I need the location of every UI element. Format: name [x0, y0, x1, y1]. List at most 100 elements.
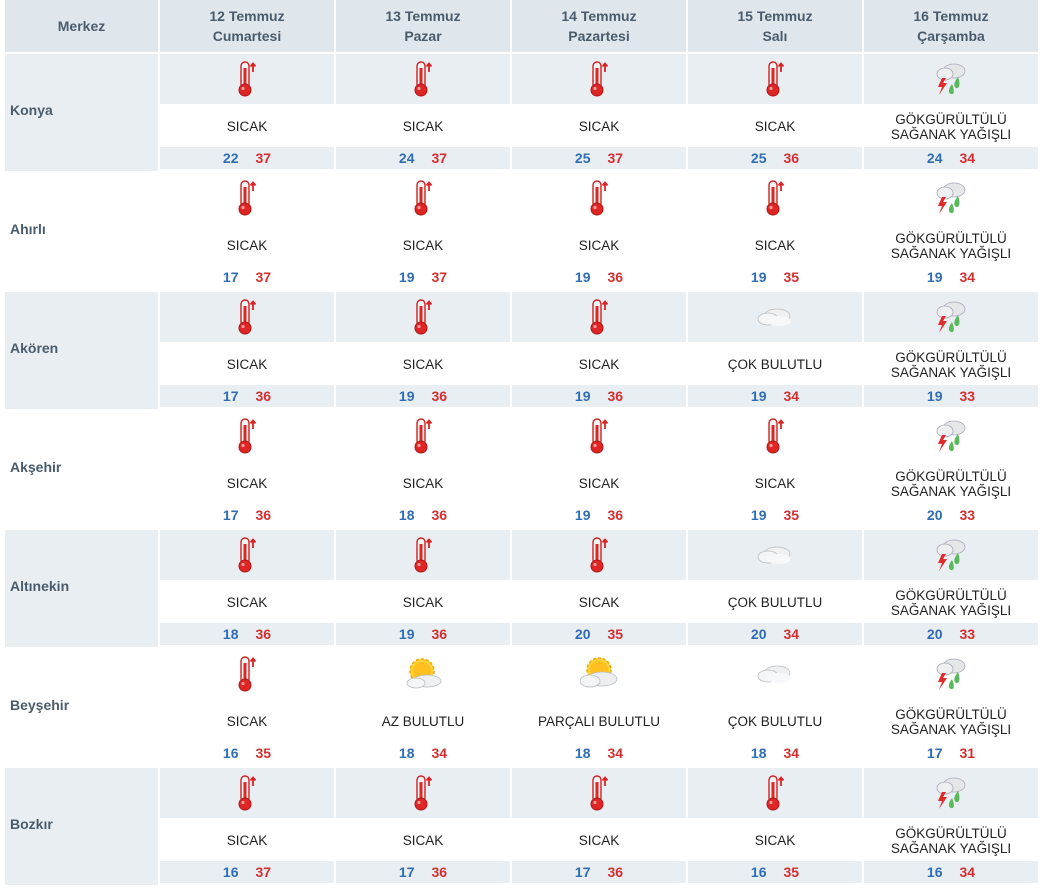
icon-cell: [688, 173, 862, 223]
min-temp: 17: [222, 388, 239, 404]
icon-cell: [160, 292, 334, 342]
min-temp: 19: [398, 269, 415, 285]
max-temp: 34: [959, 150, 976, 166]
max-temp: 36: [431, 507, 448, 523]
temperature-range: 17 36: [336, 861, 510, 883]
center-column-header: Merkez: [5, 0, 158, 52]
condition-text: PARÇALI BULUTLU: [512, 701, 686, 742]
city-row: Bozkır SICAK 16 37 SICAK 17 36 SICAK 17 36 SICAK 16…: [5, 768, 1043, 885]
temperature-range: 19 36: [512, 504, 686, 526]
min-temp: 18: [398, 507, 415, 523]
day-forecast: SICAK 17 36: [160, 411, 334, 528]
day-forecast: GÖKGÜRÜLTÜLÜ SAĞANAK YAĞIŞLI 20 33: [864, 530, 1038, 647]
temperature-range: 18 36: [160, 623, 334, 645]
day-forecast: SICAK 24 37: [336, 54, 510, 171]
max-temp: 35: [783, 269, 800, 285]
forecast-rows: Konya SICAK 22 37 SICAK 24 37 SICAK 25 37 SICAK 25 3…: [5, 54, 1043, 885]
day-forecast: GÖKGÜRÜLTÜLÜ SAĞANAK YAĞIŞLI 19 33: [864, 292, 1038, 409]
thermometer-hot-icon: [410, 298, 436, 336]
condition-text: SICAK: [688, 225, 862, 266]
icon-cell: [688, 411, 862, 461]
temperature-range: 16 35: [160, 742, 334, 764]
thermometer-hot-icon: [234, 179, 260, 217]
day-forecast: ÇOK BULUTLU 20 34: [688, 530, 862, 647]
thermometer-hot-icon: [586, 298, 612, 336]
icon-cell: [512, 530, 686, 580]
min-temp: 19: [574, 269, 591, 285]
icon-cell: [688, 292, 862, 342]
max-temp: 31: [959, 745, 976, 761]
thermometer-hot-icon: [410, 774, 436, 812]
max-temp: 33: [959, 626, 976, 642]
condition-text: GÖKGÜRÜLTÜLÜ SAĞANAK YAĞIŞLI: [864, 582, 1038, 623]
day-forecast: ÇOK BULUTLU 18 34: [688, 649, 862, 766]
thermometer-hot-icon: [410, 60, 436, 98]
cloudy-icon: [755, 304, 795, 330]
thermometer-hot-icon: [234, 60, 260, 98]
day-header: 14 Temmuz Pazartesi: [512, 0, 686, 52]
thunderstorm-rain-icon: [932, 774, 970, 812]
icon-cell: [864, 768, 1038, 818]
icon-cell: [336, 768, 510, 818]
max-temp: 35: [783, 507, 800, 523]
min-temp: 17: [222, 269, 239, 285]
icon-cell: [864, 649, 1038, 699]
temperature-range: 16 35: [688, 861, 862, 883]
day-forecast: SICAK 16 35: [160, 649, 334, 766]
thermometer-hot-icon: [762, 774, 788, 812]
thunderstorm-rain-icon: [932, 179, 970, 217]
min-temp: 19: [750, 388, 767, 404]
temperature-range: 19 34: [688, 385, 862, 407]
city-row: Altınekin SICAK 18 36 SICAK 19 36 SICAK 20 35 ÇOK …: [5, 530, 1043, 647]
icon-cell: [512, 292, 686, 342]
city-row: Ahırlı SICAK 17 37 SICAK 19 37 SICAK 19 36 SICAK 19…: [5, 173, 1043, 290]
min-temp: 20: [750, 626, 767, 642]
partly-sunny-icon: [402, 654, 444, 694]
temperature-range: 17 36: [512, 861, 686, 883]
temperature-range: 20 33: [864, 623, 1038, 645]
thermometer-hot-icon: [410, 536, 436, 574]
icon-cell: [864, 530, 1038, 580]
day-forecast: GÖKGÜRÜLTÜLÜ SAĞANAK YAĞIŞLI 17 31: [864, 649, 1038, 766]
min-temp: 16: [222, 864, 239, 880]
max-temp: 34: [783, 626, 800, 642]
max-temp: 36: [783, 150, 800, 166]
condition-text: GÖKGÜRÜLTÜLÜ SAĞANAK YAĞIŞLI: [864, 701, 1038, 742]
min-temp: 19: [398, 388, 415, 404]
max-temp: 36: [431, 388, 448, 404]
temperature-range: 17 31: [864, 742, 1038, 764]
thermometer-hot-icon: [586, 774, 612, 812]
condition-text: SICAK: [336, 820, 510, 861]
condition-text: SICAK: [160, 701, 334, 742]
icon-cell: [336, 292, 510, 342]
min-temp: 16: [926, 864, 943, 880]
thermometer-hot-icon: [234, 655, 260, 693]
min-temp: 19: [574, 507, 591, 523]
day-forecast: SICAK 16 35: [688, 768, 862, 885]
condition-text: SICAK: [160, 463, 334, 504]
day-date: 16 Temmuz: [913, 8, 989, 24]
day-forecast: SICAK 17 36: [160, 292, 334, 409]
day-forecast: SICAK 25 36: [688, 54, 862, 171]
temperature-range: 24 34: [864, 147, 1038, 169]
day-forecast: SICAK 19 36: [512, 173, 686, 290]
day-header: 12 Temmuz Cumartesi: [160, 0, 334, 52]
temperature-range: 17 36: [160, 385, 334, 407]
icon-cell: [512, 649, 686, 699]
min-temp: 25: [750, 150, 767, 166]
icon-cell: [512, 54, 686, 104]
day-weekday: Cumartesi: [212, 28, 282, 44]
day-forecast: GÖKGÜRÜLTÜLÜ SAĞANAK YAĞIŞLI 24 34: [864, 54, 1038, 171]
min-temp: 19: [574, 388, 591, 404]
icon-cell: [160, 530, 334, 580]
thunderstorm-rain-icon: [932, 298, 970, 336]
thermometer-hot-icon: [234, 417, 260, 455]
icon-cell: [688, 530, 862, 580]
temperature-range: 25 37: [512, 147, 686, 169]
city-row: Beyşehir SICAK 16 35 AZ BULUTLU 18 34 PARÇALI B…: [5, 649, 1043, 766]
day-forecast: SICAK 19 35: [688, 411, 862, 528]
thermometer-hot-icon: [762, 60, 788, 98]
icon-cell: [864, 411, 1038, 461]
day-forecast: SICAK 20 35: [512, 530, 686, 647]
min-temp: 19: [750, 507, 767, 523]
